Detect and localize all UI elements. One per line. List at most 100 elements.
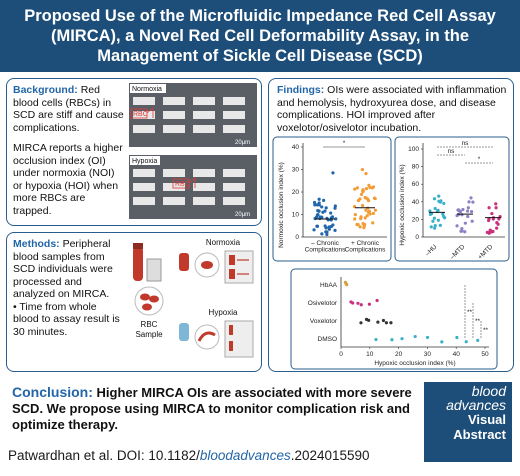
- data-point: [390, 338, 394, 342]
- data-point: [400, 337, 404, 341]
- data-point: [312, 228, 316, 232]
- data-point: [329, 211, 333, 215]
- x-tick-label: 40: [453, 351, 461, 358]
- y-category-label: HbAA: [320, 282, 338, 289]
- significance-mark: **: [475, 318, 481, 325]
- data-point: [315, 203, 319, 207]
- data-point: [497, 217, 501, 221]
- data-point: [384, 321, 389, 325]
- data-point: [461, 207, 465, 212]
- methods-heading: Methods:: [13, 238, 60, 250]
- citation-journal: bloodadvances: [199, 448, 291, 463]
- data-point: [413, 334, 417, 339]
- data-point: [368, 185, 372, 190]
- data-point: [490, 211, 494, 216]
- x-axis-label-3: Hypoxic occlusion index (%): [374, 360, 455, 367]
- data-point: [321, 210, 325, 214]
- data-point: [490, 230, 494, 234]
- data-point: [356, 198, 361, 203]
- data-point: [466, 214, 470, 219]
- conclusion-panel: Conclusion: Higher MIRCA OIs are associa…: [6, 378, 418, 444]
- data-point: [358, 225, 362, 229]
- data-point: [351, 301, 355, 305]
- badge-line4: Abstract: [453, 427, 506, 442]
- y-axis-label-2: Hypoxic occlusion index (%): [399, 164, 406, 245]
- badge-line3: Visual: [467, 412, 506, 427]
- citation: Patwardhan et al. DOI: 10.1182/bloodadva…: [8, 448, 370, 463]
- background-heading: Background:: [13, 84, 78, 96]
- data-point: [353, 187, 357, 191]
- data-point: [359, 192, 364, 196]
- conclusion-text: Conclusion: Higher MIRCA OIs are associa…: [12, 384, 420, 433]
- data-point: [324, 226, 328, 230]
- methods-diagram: RBC Sample Normoxia Hypoxia: [133, 238, 254, 358]
- badge-line2: advances: [446, 397, 506, 413]
- data-point: [476, 338, 480, 342]
- data-point: [320, 205, 324, 209]
- data-point: [329, 224, 333, 229]
- data-point: [460, 213, 464, 217]
- data-point: [470, 210, 474, 214]
- data-point: [367, 318, 371, 322]
- y-axis-label: Normoxic occlusion index (%): [278, 162, 285, 248]
- rbc-label-2: RBC: [175, 181, 190, 188]
- data-point: [438, 223, 442, 227]
- hypoxia-img-label: Hypoxia: [132, 158, 157, 165]
- data-point: [334, 217, 338, 221]
- data-point: [425, 335, 430, 340]
- chart-hypoxic-oi-hu: Hypoxic occlusion index (%) 0 20 40 60 80 100…: [394, 136, 510, 262]
- data-point: [333, 206, 337, 210]
- data-point: [376, 320, 380, 324]
- significance-mark: **: [467, 309, 473, 316]
- data-point: [466, 206, 470, 210]
- data-point: [315, 224, 319, 228]
- y-tick-label: 30: [292, 167, 300, 174]
- data-point: [487, 206, 491, 210]
- data-point: [431, 219, 435, 223]
- data-point: [363, 216, 367, 220]
- data-point: [441, 212, 445, 216]
- normoxia-caption: Normoxia: [206, 238, 241, 247]
- title-banner: Proposed Use of the Microfluidic Impedan…: [0, 0, 520, 72]
- findings-heading: Findings:: [277, 84, 325, 96]
- significance-star: *: [343, 140, 346, 147]
- x-label-complications: + Chronic Complications: [345, 240, 387, 254]
- y-tick-label: 0: [415, 234, 419, 241]
- methods-panel: Methods: Peripheral blood samples from S…: [6, 232, 262, 372]
- data-point: [471, 200, 475, 204]
- y-tick-label: 60: [412, 181, 420, 188]
- data-point: [433, 226, 437, 230]
- data-point: [366, 197, 370, 201]
- data-point: [361, 203, 365, 208]
- x-label-no-complications: – Chronic Complications: [305, 240, 347, 254]
- data-point: [463, 230, 467, 234]
- background-panel: Background: Red blood cells (RBCs) in SC…: [6, 78, 262, 226]
- data-point: [371, 221, 375, 225]
- data-point: [433, 206, 437, 211]
- y-tick-label: 0: [295, 234, 299, 241]
- data-point: [364, 172, 368, 176]
- y-tick-label: 20: [292, 189, 300, 196]
- y-tick-label: 80: [412, 164, 420, 171]
- methods-bullet: • Time from whole blood to assay result …: [13, 300, 120, 338]
- data-point: [470, 219, 474, 223]
- data-point: [429, 225, 433, 229]
- data-point: [331, 171, 335, 175]
- normoxia-img-label: Normoxia: [132, 86, 162, 93]
- data-point: [442, 201, 446, 206]
- data-point: [437, 194, 441, 198]
- data-point: [455, 335, 459, 340]
- data-point: [359, 303, 363, 307]
- data-point: [486, 218, 491, 223]
- data-point: [370, 186, 374, 190]
- citation-suffix: .2024015590: [290, 448, 370, 463]
- data-point: [361, 188, 365, 192]
- x-tick-label: 50: [481, 351, 489, 358]
- data-point: [317, 197, 321, 201]
- data-point: [437, 199, 441, 203]
- data-point: [455, 213, 459, 218]
- rbc-label-1: RBC: [133, 111, 148, 118]
- data-point: [320, 232, 324, 236]
- data-point: [469, 196, 473, 200]
